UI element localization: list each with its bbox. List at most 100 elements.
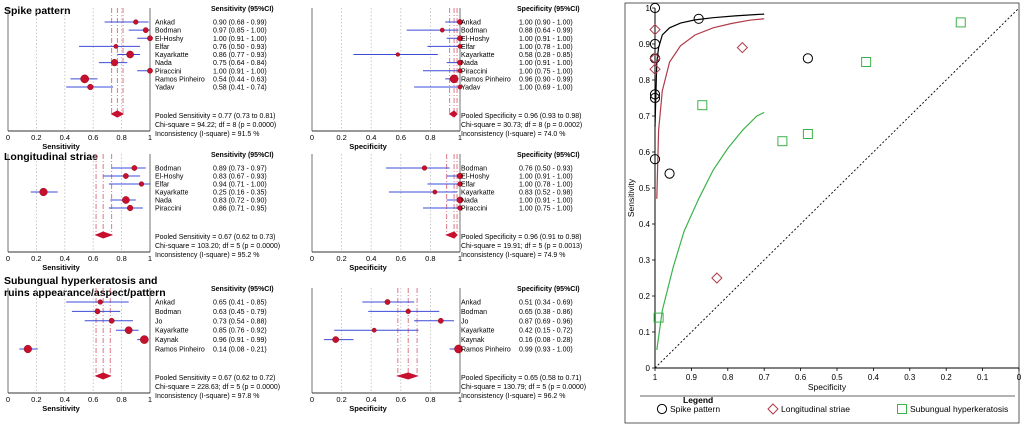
study-ci-label: 0.63 (0.45 - 0.79) bbox=[213, 309, 267, 316]
study-point-diamond bbox=[649, 23, 661, 36]
column-header: Specificity (95%CI) bbox=[517, 286, 580, 293]
legend-label: Longitudinal striae bbox=[781, 404, 850, 414]
point-estimate bbox=[122, 196, 130, 204]
study-name: El-Hoshy bbox=[155, 36, 184, 43]
summary-stat: Chi-square = 94.22; df = 8 (p = 0.0000) bbox=[155, 122, 276, 129]
sens-forest: 0 0.2 0.4 0.6 0.8 1 Sensitivity Sensitivity (95… bbox=[6, 286, 280, 413]
study-ci-label: 0.86 (0.71 - 0.95) bbox=[213, 206, 267, 213]
summary-stat: Pooled Sensitivity = 0.67 (0.62 to 0.72) bbox=[155, 375, 275, 382]
study-ci-label: 1.00 (0.91 - 1.00) bbox=[213, 36, 267, 43]
point-estimate bbox=[405, 308, 411, 315]
point-estimate bbox=[147, 35, 153, 42]
point-estimate bbox=[138, 181, 145, 187]
study-name: Bodman bbox=[461, 166, 487, 173]
study-name: Yadav bbox=[155, 85, 175, 92]
x-tick-label: 0 bbox=[310, 395, 314, 404]
point-estimate bbox=[456, 172, 464, 180]
x-tick-label: 0.8 bbox=[722, 373, 734, 382]
point-estimate bbox=[80, 74, 89, 84]
x-tick-label: 0.1 bbox=[977, 373, 989, 382]
study-ci-label: 1.00 (0.91 - 1.00) bbox=[213, 68, 267, 75]
study-name: Bodman bbox=[155, 166, 181, 173]
study-name: Kayarkatte bbox=[461, 328, 495, 335]
column-header: Specificity (95%CI) bbox=[517, 6, 580, 13]
x-tick-label: 1 bbox=[148, 395, 152, 404]
panel-title-line: Subungual hyperkeratosis and bbox=[4, 275, 157, 287]
x-tick-label: 0.2 bbox=[336, 254, 346, 263]
study-name: Kayarkatte bbox=[155, 328, 189, 335]
study-point-diamond bbox=[767, 403, 779, 415]
x-tick-label: 1 bbox=[148, 254, 152, 263]
y-tick-label: 1 bbox=[646, 4, 651, 13]
study-name: Ankad bbox=[461, 300, 481, 307]
study-ci-label: 1.00 (0.69 - 1.00) bbox=[519, 85, 573, 92]
panel-title: Subungual hyperkeratosis and ruins appear… bbox=[4, 275, 166, 299]
summary-stat: Inconsistency (I-square) = 96.2 % bbox=[461, 393, 565, 400]
study-ci-label: 1.00 (0.91 - 1.00) bbox=[519, 60, 573, 67]
forest-panel-1: Longitudinal striae 0 0.2 0.4 0.6 0.8 1 Sensiti… bbox=[4, 151, 582, 272]
study-point-square bbox=[802, 129, 813, 139]
study-name: Kayarkatte bbox=[461, 190, 495, 197]
study-ci-label: 0.89 (0.73 - 0.97) bbox=[213, 166, 267, 173]
x-tick-label: 0.6 bbox=[396, 133, 406, 142]
study-name: Ankad bbox=[155, 300, 175, 307]
study-name: Ramos Pinheiro bbox=[155, 347, 205, 354]
x-tick-label: 0.8 bbox=[116, 395, 126, 404]
sens-forest: 0 0.2 0.4 0.6 0.8 1 Sensitivity Sensitivity (95… bbox=[6, 6, 276, 151]
study-ci-label: 0.83 (0.72 - 0.90) bbox=[213, 198, 267, 205]
study-name: Piraccini bbox=[155, 206, 182, 213]
x-tick-label: 0.8 bbox=[425, 254, 435, 263]
study-ci-label: 0.90 (0.68 - 0.99) bbox=[213, 20, 267, 27]
study-ci-label: 0.65 (0.41 - 0.85) bbox=[213, 300, 267, 307]
point-estimate bbox=[23, 344, 32, 354]
x-tick-label: 0.2 bbox=[336, 133, 346, 142]
point-estimate bbox=[131, 165, 138, 171]
study-ci-label: 1.00 (0.75 - 1.00) bbox=[519, 68, 573, 75]
point-estimate bbox=[108, 317, 115, 324]
x-tick-label: 0.4 bbox=[60, 133, 70, 142]
x-tick-label: 0.4 bbox=[60, 254, 70, 263]
study-ci-label: 0.65 (0.38 - 0.86) bbox=[519, 309, 573, 316]
x-tick-label: 0 bbox=[1017, 373, 1021, 382]
y-tick-label: 0.3 bbox=[639, 256, 651, 265]
panel-title: Spike pattern bbox=[4, 5, 71, 17]
study-name: Kaynak bbox=[461, 337, 485, 344]
point-estimate bbox=[123, 173, 129, 179]
legend-title: Legend bbox=[683, 395, 713, 405]
pooled-diamond bbox=[448, 110, 458, 118]
study-ci-label: 0.54 (0.44 - 0.63) bbox=[213, 76, 267, 83]
study-ci-label: 0.94 (0.71 - 1.00) bbox=[213, 182, 267, 189]
legend-label: Spike pattern bbox=[670, 404, 720, 414]
study-point-square bbox=[955, 17, 966, 28]
summary-stat: Chi-square = 30.73; df = 8 (p = 0.0002) bbox=[461, 122, 582, 129]
point-estimate bbox=[439, 27, 445, 33]
study-point-circle bbox=[649, 89, 661, 100]
summary-stat: Pooled Specificity = 0.65 (0.58 to 0.71) bbox=[461, 375, 581, 382]
summary-stat: Inconsistency (I-square) = 74.0 % bbox=[461, 131, 565, 138]
pooled-diamond bbox=[445, 231, 458, 239]
study-point-diamond bbox=[649, 52, 661, 65]
point-estimate bbox=[457, 35, 463, 42]
study-ci-label: 0.51 (0.34 - 0.69) bbox=[519, 300, 573, 307]
x-tick-label: 0.8 bbox=[116, 254, 126, 263]
x-tick-label: 0.5 bbox=[831, 373, 843, 382]
point-estimate bbox=[94, 308, 101, 315]
x-tick-label: 0 bbox=[6, 254, 10, 263]
sroc-curve bbox=[656, 18, 765, 199]
x-tick-label: 0.7 bbox=[759, 373, 771, 382]
point-estimate bbox=[39, 187, 48, 197]
y-tick-label: 0 bbox=[646, 364, 651, 373]
sens-forest: 0 0.2 0.4 0.6 0.8 1 Sensitivity Sensitivity (95… bbox=[6, 152, 280, 272]
study-name: Elfar bbox=[461, 182, 476, 189]
x-tick-label: 0.2 bbox=[941, 373, 953, 382]
study-ci-label: 0.86 (0.77 - 0.93) bbox=[213, 52, 267, 59]
point-estimate bbox=[395, 52, 400, 57]
sroc-curve bbox=[656, 111, 765, 351]
study-point-square bbox=[861, 57, 872, 67]
x-tick-label: 1 bbox=[458, 254, 462, 263]
study-ci-label: 0.99 (0.93 - 1.00) bbox=[519, 347, 573, 354]
point-estimate bbox=[457, 68, 463, 74]
study-name: Kayarkatte bbox=[461, 52, 495, 59]
study-name: Nada bbox=[155, 198, 172, 205]
